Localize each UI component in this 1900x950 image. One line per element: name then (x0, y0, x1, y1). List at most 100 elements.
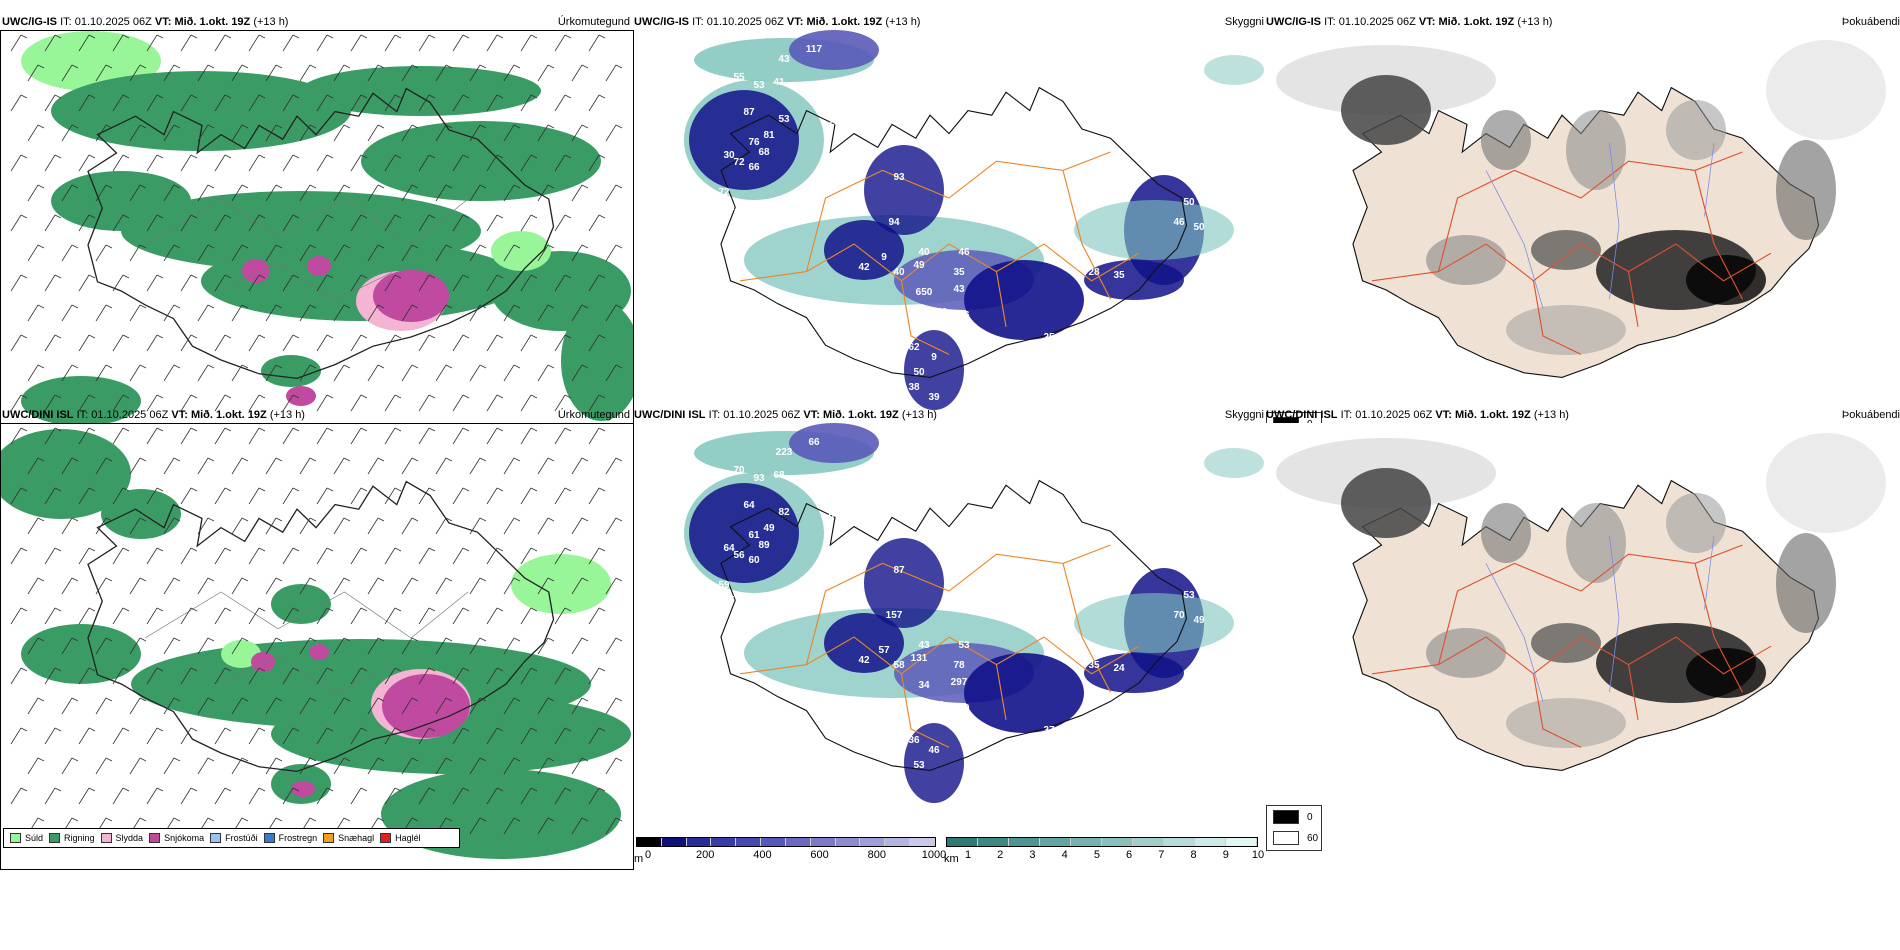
colorbar-tick: 3 (1029, 849, 1036, 861)
init-time-label: IT: (692, 16, 704, 28)
panel-header: UWC/DINI ISL IT: 01.10.2025 06Z VT: Mið.… (2, 409, 305, 421)
visibility-value-label: 223 (776, 447, 793, 458)
colorbar-tick: 4 (1061, 849, 1068, 861)
visibility-value-label: 56 (733, 550, 745, 561)
visibility-value-label: 25 (1043, 332, 1055, 343)
init-time: 01.10.2025 06Z (74, 16, 152, 28)
legend-swatch (323, 833, 335, 843)
visibility-value-label: 35 (953, 267, 965, 278)
legend-label: Slydda (115, 833, 144, 843)
visibility-value-label: 49 (763, 523, 775, 534)
visibility-value-label: 94 (888, 217, 900, 228)
visibility-value-label: 72 (718, 187, 730, 198)
panel-title: Þokuábendi (1841, 16, 1900, 28)
colorbar-tick: 400 (753, 849, 772, 861)
visibility-value-label: 62 (908, 342, 920, 353)
visibility-value-label: 49 (913, 260, 925, 271)
visibility-value-label: 87 (893, 565, 905, 576)
panel-header: UWC/DINI ISL IT: 01.10.2025 06Z VT: Mið.… (1266, 409, 1569, 421)
visibility-value-label: 87 (743, 107, 755, 118)
legend-swatch (10, 833, 21, 843)
visibility-value-label: 40 (893, 267, 905, 278)
legend-label: Rigning (64, 833, 95, 843)
visibility-value-label: 40 (918, 247, 930, 258)
visibility-value-label: 43 (778, 54, 790, 65)
init-time: 01.10.2025 06Z (706, 16, 784, 28)
visibility-value-label: 50 (1193, 222, 1205, 233)
visibility-value-label: 39 (928, 392, 940, 403)
visibility-value-label: 24 (1113, 663, 1125, 674)
lead-time: (+13 h) (1517, 16, 1553, 28)
precip-type-map[interactable] (0, 30, 634, 477)
legend-label: Snjókoma (164, 833, 205, 843)
visibility-colorbar-m: m 0 200 400 600 800 1000 (634, 837, 946, 865)
init-time-label: IT: (1324, 16, 1336, 28)
visibility-value-label: 70 (1173, 610, 1185, 621)
visibility-value-label: 93 (893, 172, 905, 183)
init-time-label: IT: (60, 16, 72, 28)
visibility-value-label: 43 (953, 284, 965, 295)
colorbar-tick: 800 (867, 849, 886, 861)
visibility-map[interactable]: 66 223 70 93 68 50 64 64 82 49 61 64 56 89 60 59 75 39 157… (634, 423, 1264, 833)
fog-index-map[interactable] (1266, 423, 1900, 833)
visibility-value-label: 40 (958, 703, 970, 714)
lead-time: (+13 h) (901, 409, 937, 421)
visibility-value-label: 50 (848, 500, 860, 511)
init-time: 01.10.2025 06Z (1355, 409, 1433, 421)
visibility-value-label: 53 (753, 80, 765, 91)
colorbar-bar (636, 837, 936, 847)
visibility-value-label: 131 (911, 653, 928, 664)
lead-time: (+13 h) (253, 16, 289, 28)
visibility-value-label: 35 (1113, 270, 1125, 281)
visibility-value-label: 42 (858, 655, 870, 666)
legend-label: 0 (1307, 811, 1313, 823)
legend-swatch (1273, 810, 1299, 824)
visibility-value-label: 68 (758, 147, 770, 158)
colorbar-tick: 9 (1222, 849, 1229, 861)
visibility-value-label: 50 (913, 367, 925, 378)
legend-swatch (1273, 831, 1299, 845)
visibility-value-label: 16 (958, 310, 970, 321)
colorbar-unit: m (634, 853, 644, 865)
fog-index-legend: 0 60 (1266, 805, 1322, 851)
visibility-value-label: 35 (1088, 660, 1100, 671)
visibility-value-label: 68 (773, 470, 785, 481)
visibility-value-label: 70 (733, 465, 745, 476)
colorbar-tick: 10 (1251, 849, 1265, 861)
legend-label: Súld (25, 833, 44, 843)
visibility-value-label: 61 (748, 530, 760, 541)
valid-time-label: VT: (154, 16, 172, 28)
valid-time: Mið. 1.okt. 19Z (806, 16, 883, 28)
legend-label: Snæhagl (338, 833, 375, 843)
visibility-value-label: 76 (748, 137, 760, 148)
visibility-value-label: 50 (1183, 197, 1195, 208)
visibility-map[interactable]: 117 43 55 53 41 32 29 87 53 81 76 30 72 68 66 72 51 84 94 9… (634, 30, 1264, 440)
visibility-value-label: 29 (828, 117, 840, 128)
colorbar-tick: 5 (1093, 849, 1100, 861)
precip-type-map[interactable] (0, 423, 634, 870)
model-name: UWC/IG-IS (2, 16, 57, 28)
valid-time-label: VT: (171, 409, 188, 421)
visibility-value-label: 42 (858, 262, 870, 273)
visibility-colorbar-km: km 1 2 3 4 5 6 7 8 9 10 (944, 837, 1266, 865)
valid-time: Mið. 1.okt. 19Z (822, 409, 899, 421)
visibility-value-label: 43 (918, 640, 930, 651)
panel-header: UWC/IG-IS IT: 01.10.2025 06Z VT: Mið. 1.… (1266, 16, 1552, 28)
valid-time-label: VT: (786, 16, 804, 28)
visibility-value-label: 36 (908, 735, 920, 746)
fog-index-map[interactable] (1266, 30, 1900, 440)
visibility-value-label: 72 (733, 157, 745, 168)
visibility-value-label: 64 (743, 500, 755, 511)
visibility-value-label: 41 (773, 77, 785, 88)
legend-item: Súld (10, 833, 43, 843)
visibility-value-label: 650 (916, 287, 933, 298)
legend-label: Frostúði (225, 833, 258, 843)
valid-time: Mið. 1.okt. 19Z (174, 16, 251, 28)
init-time-label: IT: (708, 409, 721, 421)
model-name: UWC/DINI ISL (634, 409, 706, 421)
visibility-value-label: 51 (723, 202, 735, 213)
legend-item: Slydda (100, 833, 144, 843)
visibility-value-label: 57 (878, 645, 890, 656)
visibility-value-label: 117 (806, 44, 823, 55)
panel-title: Úrkomutegund (557, 409, 630, 421)
